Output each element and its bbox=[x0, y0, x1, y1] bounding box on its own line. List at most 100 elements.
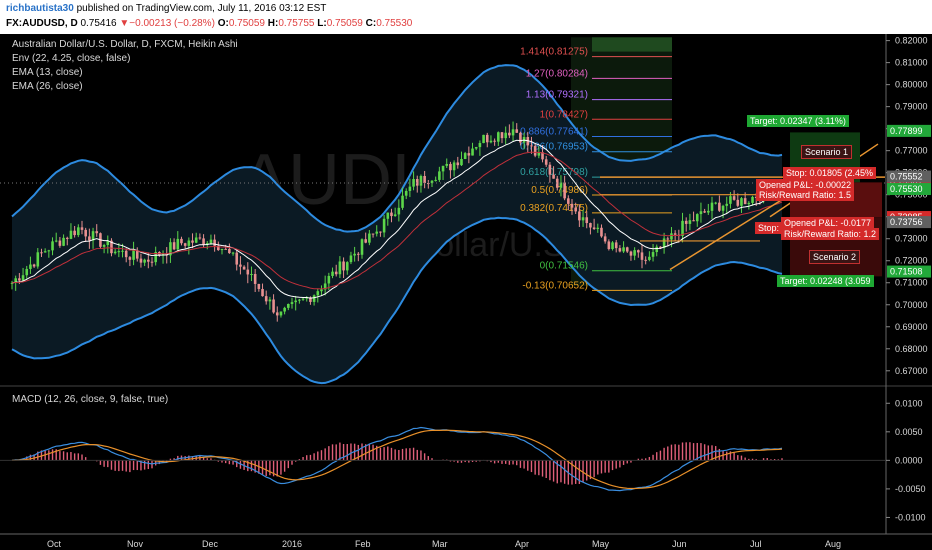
time-axis-label: Dec bbox=[202, 539, 219, 549]
candle-body bbox=[202, 238, 205, 245]
publish-line: richbautista30 published on TradingView.… bbox=[6, 3, 326, 14]
rising-trendline bbox=[669, 194, 791, 271]
fib-level-label: 1(0.78427) bbox=[540, 109, 588, 120]
candle-body bbox=[497, 132, 500, 142]
candle-body bbox=[412, 179, 415, 187]
candle-body bbox=[500, 132, 504, 139]
candle-body bbox=[194, 237, 198, 243]
legend-envelope[interactable]: Env (22, 4.25, close, false) bbox=[12, 53, 131, 64]
candle-body bbox=[640, 252, 644, 260]
candle-body bbox=[106, 240, 110, 245]
candle-body bbox=[625, 247, 629, 252]
candle-body bbox=[69, 230, 73, 239]
price-tag-label: 0.75530 bbox=[890, 184, 923, 194]
risk-reward-label-1[interactable]: Risk/Reward Ratio: 1.5 bbox=[756, 189, 855, 201]
candle-body bbox=[603, 236, 607, 242]
fib-level-label: 0.5(0.74986) bbox=[531, 185, 588, 196]
candle-body bbox=[36, 252, 40, 267]
candle-body bbox=[213, 239, 216, 246]
candle-body bbox=[84, 229, 87, 237]
candle-body bbox=[596, 227, 600, 229]
candle-body bbox=[401, 195, 404, 208]
low-value: 0.75059 bbox=[326, 18, 363, 29]
candle-body bbox=[699, 211, 703, 215]
candle-body bbox=[648, 256, 651, 260]
candle-body bbox=[349, 255, 353, 263]
target-label-1[interactable]: Target: 0.02347 (3.11%) bbox=[747, 115, 849, 127]
opened-pl-label-2[interactable]: Opened P&L: -0.0177 bbox=[781, 217, 875, 229]
legend-title: Australian Dollar/U.S. Dollar, D, FXCM, … bbox=[12, 39, 238, 50]
candle-body bbox=[718, 202, 721, 211]
candle-body bbox=[659, 246, 662, 248]
candle-body bbox=[360, 239, 364, 255]
candle-body bbox=[301, 298, 305, 300]
fib-level-label: 0.382(0.74175) bbox=[520, 203, 588, 214]
candle-body bbox=[334, 271, 338, 275]
candle-body bbox=[386, 212, 390, 219]
candle-body bbox=[298, 299, 301, 301]
close-value: 0.75530 bbox=[376, 18, 413, 29]
candle-body bbox=[703, 211, 706, 213]
candle-body bbox=[743, 198, 747, 205]
chart-area[interactable]: AUDUSD Australian Dollar/U.S. Dollar 0.820… bbox=[0, 34, 932, 550]
price-tag-label: 0.73756 bbox=[890, 217, 923, 227]
time-axis-label: Oct bbox=[47, 539, 62, 549]
ema13-line bbox=[11, 139, 783, 299]
candle-body bbox=[393, 214, 397, 217]
candle-body bbox=[423, 176, 426, 184]
candle-body bbox=[368, 233, 371, 243]
candle-body bbox=[261, 288, 264, 297]
candle-body bbox=[688, 220, 692, 224]
candle-body bbox=[54, 240, 58, 242]
signal-line bbox=[11, 429, 783, 490]
fib-level-label: 0.886(0.77641) bbox=[520, 127, 588, 138]
candle-body bbox=[10, 282, 14, 284]
candle-body bbox=[287, 303, 290, 308]
stop-label-2[interactable]: Stop: bbox=[755, 222, 783, 234]
candle-body bbox=[357, 253, 360, 255]
candle-body bbox=[364, 239, 367, 243]
candle-body bbox=[633, 250, 636, 256]
legend-ema26[interactable]: EMA (26, close) bbox=[12, 81, 83, 92]
price-axis-label: 0.80000 bbox=[895, 80, 928, 90]
time-axis-label: Apr bbox=[515, 539, 529, 549]
candle-body bbox=[721, 205, 725, 211]
opened-pl-label-1[interactable]: Opened P&L: -0.00022 bbox=[756, 179, 855, 191]
candle-body bbox=[614, 242, 618, 249]
risk-reward-label-2[interactable]: Risk/Reward Ratio: 1.2 bbox=[781, 228, 880, 240]
candle-body bbox=[375, 231, 379, 234]
candle-body bbox=[283, 307, 286, 312]
candle-body bbox=[51, 241, 54, 251]
candle-body bbox=[404, 190, 408, 196]
candle-body bbox=[180, 238, 183, 244]
candle-body bbox=[434, 179, 437, 181]
candle-body bbox=[666, 238, 670, 240]
fib-level-label: 0(0.71546) bbox=[540, 261, 588, 272]
price-tag bbox=[887, 124, 931, 137]
candle-body bbox=[65, 237, 69, 239]
candle-body bbox=[508, 132, 511, 136]
stop-label-1[interactable]: Stop: 0.01805 (2.45% bbox=[783, 167, 877, 179]
target-label-2[interactable]: Target: 0.02248 (3.059 bbox=[777, 275, 874, 287]
candle-body bbox=[18, 278, 21, 281]
candle-body bbox=[228, 248, 231, 254]
scenario-1-label[interactable]: Scenario 1 bbox=[801, 145, 853, 159]
candle-body bbox=[29, 264, 32, 269]
fib-level-label: 0.786(0.76953) bbox=[520, 142, 588, 153]
symbol-label: FX:AUDUSD, D bbox=[6, 18, 78, 29]
candle-body bbox=[574, 207, 577, 212]
candle-body bbox=[430, 180, 434, 184]
candle-body bbox=[530, 145, 533, 147]
candle-body bbox=[331, 271, 334, 276]
candle-body bbox=[279, 311, 283, 316]
candle-body bbox=[441, 165, 445, 172]
candle-body bbox=[43, 251, 47, 253]
legend-ema13[interactable]: EMA (13, close) bbox=[12, 67, 83, 78]
macd-legend[interactable]: MACD (12, 26, close, 9, false, true) bbox=[12, 394, 169, 405]
candle-body bbox=[172, 242, 176, 250]
price-axis-label: 0.68000 bbox=[895, 344, 928, 354]
candle-body bbox=[533, 145, 537, 156]
scenario-2-label[interactable]: Scenario 2 bbox=[809, 250, 861, 264]
author-link[interactable]: richbautista30 bbox=[6, 3, 74, 14]
